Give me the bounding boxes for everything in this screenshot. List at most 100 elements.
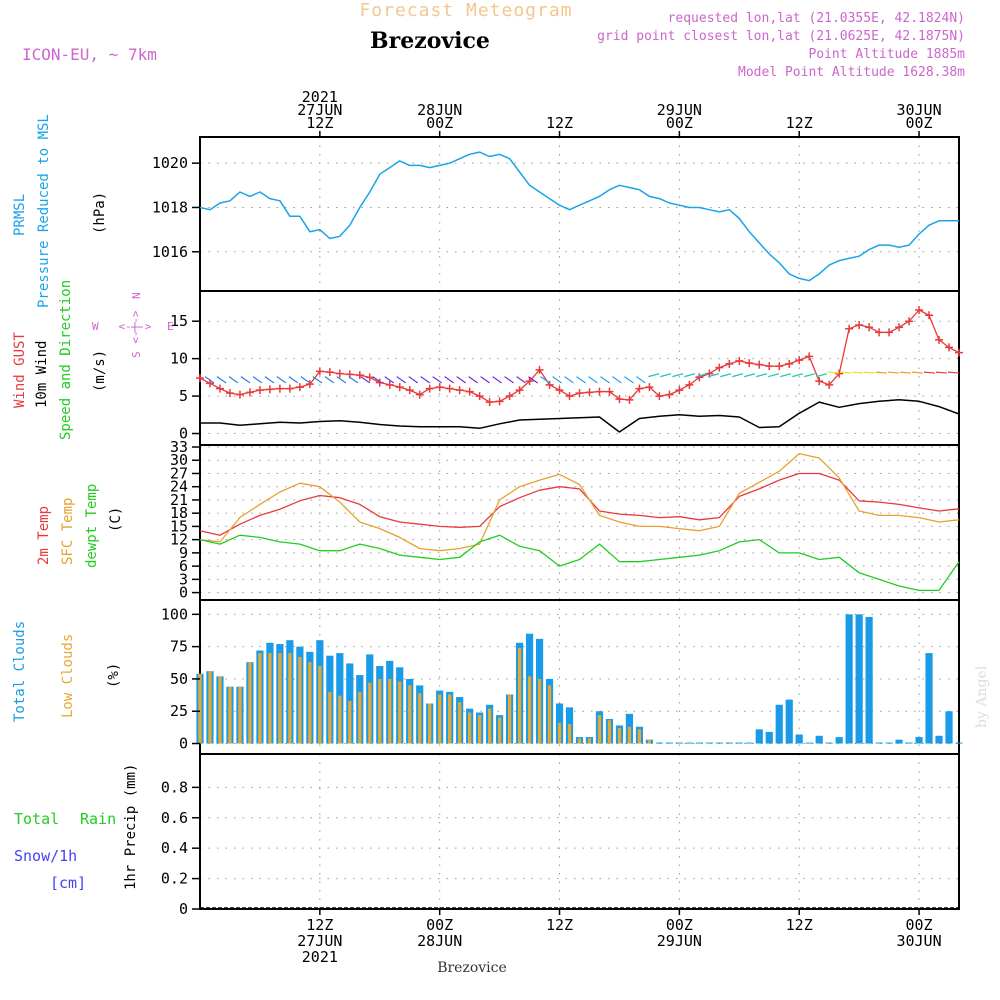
wind-direction-arrow [876,371,888,374]
low-cloud-bar [517,647,522,744]
bottom-time-label: 2021 [302,948,338,966]
low-cloud-bar [557,722,562,744]
gust-marker [635,384,644,393]
compass-arrows-h: <-|-> [118,320,151,333]
temp-unit: (C) [108,507,124,532]
low-cloud-bar [228,686,232,744]
wind-direction-arrow [372,376,383,384]
wind-direction-arrow [528,376,538,384]
y-tick-label: 100 [161,605,188,623]
low-cloud-bar [298,656,302,744]
low-cloud-bar [238,686,242,744]
compass-w: W [92,320,99,333]
gust-marker [725,359,734,368]
cloud-unit: (%) [106,663,122,688]
low-cloud-bar [607,720,612,744]
total-cloud-bar [725,742,733,744]
gust-marker [215,384,224,393]
wind-direction-arrow [468,376,479,384]
y-tick-label: 0 [179,735,188,753]
y-tick-label: 0.8 [161,778,188,796]
gust-marker [415,390,424,399]
wind-direction-arrow [480,376,490,384]
temp-sfc-line [199,452,960,552]
wind-direction-arrow [312,376,323,384]
total-cloud-bar [745,742,753,744]
wind-direction-arrow [336,376,347,384]
wind-direction-arrow [432,376,443,384]
gust-marker [405,386,414,395]
low-cloud-bar [438,694,442,744]
gust-marker [515,386,524,395]
low-cloud-bar [567,724,572,744]
low-cloud-bar [647,739,652,744]
gust-marker [355,371,364,380]
y-tick-label: 33 [170,438,188,456]
gust-marker [445,384,454,393]
low-cloud-bar [388,678,392,744]
wind-direction-arrow [864,371,876,374]
chart-title: Forecast Meteogram [359,0,572,21]
gust-marker [455,386,464,395]
low-cloud-bar [318,666,322,744]
low-cloud-bar [537,678,542,744]
pressure-unit: (hPa) [92,192,108,234]
total-cloud-bar [935,735,943,744]
low-cloud-bar [587,738,592,744]
gust-marker [915,305,924,314]
wind-direction-arrow [708,373,720,378]
total-cloud-bar [755,729,763,744]
legend-snow: Snow/1h [14,847,77,865]
gust-marker [695,373,704,382]
wind-direction-arrow [288,376,299,384]
axis-labels: 1016101810200510150369121518212427303302… [152,88,942,966]
wind-speed-line [200,399,960,433]
wind-direction-arrow [672,373,684,378]
gust-marker [885,328,894,337]
y-tick-label: 50 [170,670,188,688]
gust-marker [755,360,764,369]
y-tick-label: 3 [179,570,188,588]
low-cloud-bar [278,653,282,744]
gust-marker [225,389,234,398]
low-cloud-bar [507,694,512,744]
y-tick-label: 12 [170,531,188,549]
low-cloud-bar [418,693,422,744]
precip-labels: Total Rain Snow/1h [cm] 1hr Precip (mm) [14,764,139,892]
pressure-labels: PRMSL Pressure Reduced to MSL (hPa) [12,114,108,308]
gust-marker [485,398,494,407]
bottom-time-label: 00Z [906,916,933,934]
compass-e: E [167,320,174,333]
y-tick-label: 0.2 [161,870,188,888]
y-tick-label: 9 [179,544,188,562]
gust-marker [265,385,274,394]
wind-label: 10m Wind [34,341,50,408]
low-cloud-bar [208,671,212,744]
gust-marker [865,323,874,332]
total-cloud-bar [765,731,773,744]
wind-direction-arrow [540,376,550,384]
panel-frame [199,444,960,601]
y-tick-label: 21 [170,491,188,509]
gust-marker [475,392,484,401]
gust-marker [245,388,254,397]
temp-sfc-label: SFC Temp [60,498,76,565]
total-cloud-bar [925,653,933,744]
gust-marker [665,390,674,399]
gust-marker [255,386,264,395]
top-time-label: 00Z [426,114,453,132]
low-cloud-bar [458,702,462,744]
low-cloud-bar [547,685,552,744]
low-cloud-bar [288,653,292,744]
legend-snow-unit: [cm] [50,874,86,892]
wind-direction-arrow [923,371,936,374]
total-cloud-bar [805,742,813,744]
low-cloud-bar [627,726,632,744]
total-cloud-bar [735,742,743,744]
low-cloud-bar [637,729,642,744]
total-cloud-bar [785,699,793,744]
low-cloud-bar [358,691,362,744]
gridpoint-coords: grid point closest lon,lat (21.0625E, 42… [597,29,965,44]
y-tick-label: 0 [179,584,188,602]
y-tick-label: 6 [179,557,188,575]
